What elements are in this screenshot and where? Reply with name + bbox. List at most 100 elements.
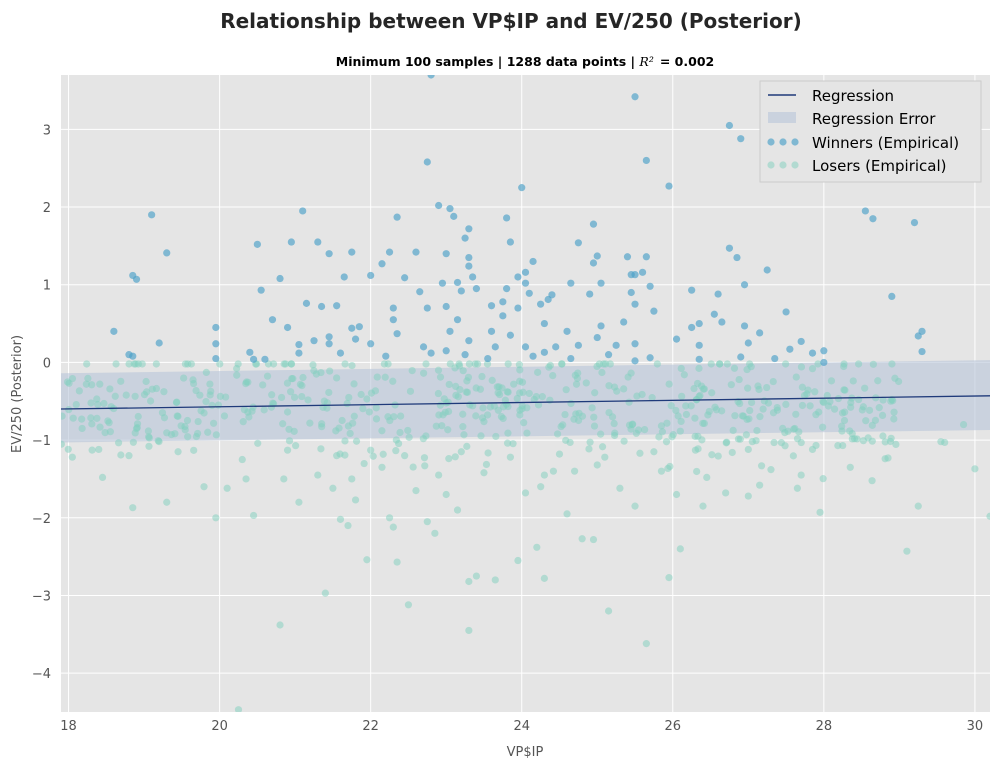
loser-point — [744, 492, 752, 500]
winner-point — [461, 351, 469, 359]
loser-point — [338, 416, 346, 425]
loser-point — [601, 453, 609, 461]
loser-point — [369, 452, 377, 460]
loser-point — [114, 439, 123, 447]
loser-point — [93, 395, 101, 403]
y-tick-label: −4 — [32, 667, 51, 682]
winner-point — [627, 271, 635, 279]
loser-point — [523, 429, 531, 437]
winner-point — [820, 347, 828, 355]
loser-point — [693, 467, 701, 476]
loser-point — [299, 373, 307, 382]
loser-point — [804, 386, 812, 394]
loser-point — [483, 360, 492, 368]
winner-point — [416, 288, 424, 296]
loser-point — [570, 467, 579, 475]
loser-point — [216, 360, 224, 368]
loser-point — [491, 576, 499, 584]
loser-point — [823, 391, 831, 400]
loser-point — [106, 385, 114, 393]
loser-point — [723, 438, 731, 446]
loser-point — [167, 430, 176, 439]
loser-point — [404, 426, 412, 435]
loser-point — [365, 408, 373, 416]
loser-point — [451, 453, 459, 461]
winner-point — [514, 273, 522, 281]
winner-point — [212, 354, 220, 363]
winner-point — [382, 352, 390, 360]
loser-point — [359, 405, 367, 413]
loser-point — [793, 484, 802, 492]
loser-point — [419, 435, 427, 443]
loser-point — [459, 423, 467, 431]
winner-point — [710, 310, 718, 318]
loser-point — [695, 364, 703, 372]
winner-point — [627, 288, 635, 297]
loser-point — [163, 498, 171, 506]
loser-point — [194, 429, 202, 438]
loser-point — [393, 558, 401, 566]
winner-point — [295, 349, 303, 357]
loser-point — [212, 514, 220, 522]
winner-point — [299, 207, 307, 215]
loser-point — [736, 435, 744, 443]
loser-point — [465, 360, 473, 368]
legend-regression-error-label: Regression Error — [812, 110, 936, 128]
winner-point — [695, 355, 703, 363]
loser-point — [716, 360, 724, 368]
loser-point — [184, 433, 192, 441]
loser-point — [145, 442, 153, 450]
loser-point — [463, 442, 471, 450]
loser-point — [516, 377, 524, 385]
loser-point — [181, 360, 190, 368]
legend-losers-dot — [791, 161, 799, 169]
loser-point — [629, 420, 637, 428]
loser-point — [106, 428, 114, 436]
loser-point — [826, 397, 834, 406]
loser-point — [445, 455, 453, 463]
loser-point — [269, 360, 278, 368]
loser-point — [341, 451, 349, 459]
chart-title: Relationship between VP$IP and EV/250 (P… — [220, 9, 802, 33]
winner-point — [465, 337, 473, 345]
winner-point — [665, 182, 673, 190]
loser-point — [287, 388, 295, 396]
loser-point — [520, 419, 528, 427]
winner-point — [351, 335, 360, 343]
loser-point — [655, 433, 663, 441]
loser-point — [189, 376, 197, 384]
loser-point — [503, 439, 512, 447]
loser-point — [578, 535, 586, 543]
winner-point — [756, 329, 764, 337]
loser-point — [304, 396, 312, 404]
winner-point — [457, 287, 465, 295]
loser-point — [597, 430, 605, 438]
loser-point — [341, 437, 349, 445]
loser-point — [620, 385, 628, 393]
winner-point — [499, 312, 507, 320]
winner-point — [540, 319, 548, 328]
loser-point — [567, 399, 575, 408]
winner-point — [393, 213, 401, 221]
loser-point — [878, 411, 887, 420]
winner-point — [631, 300, 639, 308]
loser-point — [459, 367, 467, 375]
loser-point — [537, 483, 545, 491]
loser-point — [321, 589, 329, 597]
loser-point — [669, 431, 677, 439]
loser-point — [784, 427, 792, 435]
loser-point — [657, 422, 666, 430]
loser-point — [68, 453, 76, 461]
loser-point — [404, 601, 413, 609]
loser-point — [326, 367, 334, 375]
winner-point — [623, 253, 632, 261]
winner-point — [378, 260, 386, 268]
loser-point — [181, 426, 189, 434]
loser-point — [819, 397, 827, 406]
loser-point — [314, 471, 322, 479]
winner-point — [521, 279, 530, 287]
loser-point — [363, 556, 371, 564]
loser-point — [289, 375, 297, 383]
loser-point — [862, 417, 870, 425]
